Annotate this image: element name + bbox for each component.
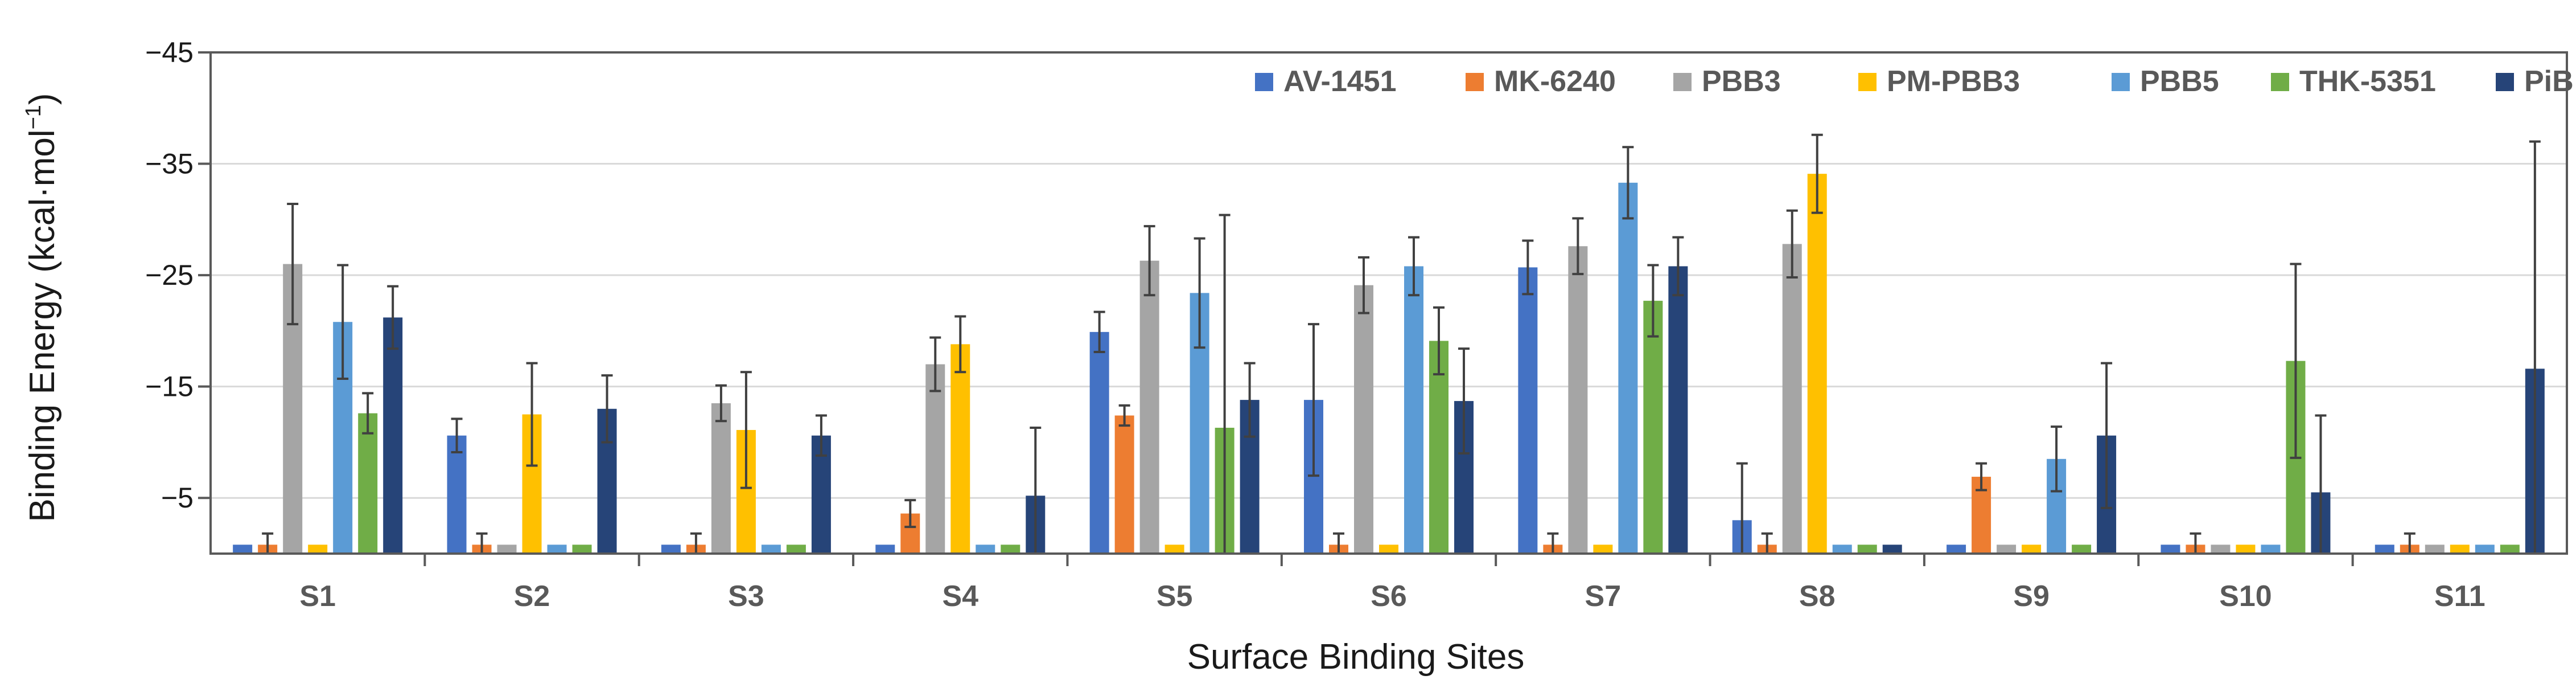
y-tick-label: −45 <box>145 36 194 68</box>
x-category-label: S4 <box>942 580 978 613</box>
y-axis-title: Binding Energy (kcal·mol−1) <box>22 93 62 522</box>
bar-pbb3-s11 <box>2425 544 2445 554</box>
bar-pbb3-s4 <box>925 364 945 554</box>
axes: −5 −15 −25 −35 −45 S1 S2 S3 S4 S5 S6 S7 S8 S9 S10 S11 <box>145 36 2567 613</box>
plot-frame <box>209 51 2568 555</box>
bar-pbb3-s6 <box>1354 285 1373 554</box>
bar-pib-s8 <box>1882 544 1902 554</box>
bar-av-1451-s11 <box>2375 544 2394 554</box>
bar-av-1451-s7 <box>1518 267 1538 554</box>
bar-pbb5-s7 <box>1618 182 1638 554</box>
gridlines <box>211 51 2567 499</box>
bar-pbb5-s8 <box>1832 544 1852 554</box>
bar-pbb3-s3 <box>711 403 731 554</box>
bar-pm-pbb3-s10 <box>2236 544 2256 554</box>
bar-pbb3-s7 <box>1568 246 1588 554</box>
bar-thk-5351-s11 <box>2500 544 2520 554</box>
bar-thk-5351-s1 <box>358 413 378 554</box>
bar-av-1451-s1 <box>233 544 253 554</box>
bar-pm-pbb3-s7 <box>1593 544 1613 554</box>
legend-swatch <box>1858 73 1877 91</box>
legend-label: PM-PBB3 <box>1887 65 2020 98</box>
legend-label: PBB5 <box>2140 65 2219 98</box>
bar-pm-pbb3-s5 <box>1164 544 1184 554</box>
bar-pbb3-s10 <box>2211 544 2231 554</box>
legend-swatch <box>1466 73 1484 91</box>
x-category-label: S7 <box>1585 580 1622 613</box>
y-axis-title-close: ) <box>23 93 62 105</box>
x-category-label: S3 <box>728 580 764 613</box>
y-tick-label: −15 <box>145 371 194 403</box>
bar-pib-s1 <box>383 317 403 554</box>
bar-pbb3-s9 <box>1997 544 2017 554</box>
legend-swatch <box>2496 73 2514 91</box>
legend-swatch <box>1673 73 1692 91</box>
x-axis-title: Surface Binding Sites <box>1187 637 1525 677</box>
y-tick-label: −35 <box>145 148 194 180</box>
bar-av-1451-s2 <box>447 435 467 554</box>
legend-label: PBB3 <box>1702 65 1781 98</box>
bar-thk-5351-s3 <box>786 544 806 554</box>
bar-pbb3-s5 <box>1139 260 1159 554</box>
bar-pib-s7 <box>1668 266 1688 554</box>
bar-av-1451-s10 <box>2161 544 2180 554</box>
legend-label: MK-6240 <box>1494 65 1616 98</box>
y-axis-title-superscript: −1 <box>22 105 46 129</box>
bar-thk-5351-s7 <box>1643 301 1663 554</box>
y-tick-label: −5 <box>161 482 194 514</box>
x-category-label: S5 <box>1157 580 1193 613</box>
bar-pm-pbb3-s1 <box>308 544 328 554</box>
bar-mk-6240-s5 <box>1114 415 1134 554</box>
x-category-label: S8 <box>1799 580 1836 613</box>
bar-pbb3-s8 <box>1782 244 1802 554</box>
bar-av-1451-s4 <box>875 544 895 554</box>
y-tick-label: −25 <box>145 259 194 291</box>
bar-av-1451-s9 <box>1947 544 1966 554</box>
x-category-label: S6 <box>1371 580 1407 613</box>
y-axis-title-main: Binding Energy (kcal·mol <box>23 129 62 522</box>
x-category-label: S1 <box>299 580 336 613</box>
legend-label: PiB <box>2524 65 2574 98</box>
bar-thk-5351-s9 <box>2072 544 2092 554</box>
legend-label: THK-5351 <box>2299 65 2436 98</box>
legend-swatch <box>2112 73 2130 91</box>
bar-thk-5351-s8 <box>1857 544 1877 554</box>
bar-pm-pbb3-s9 <box>2022 544 2042 554</box>
bar-pm-pbb3-s4 <box>950 344 970 554</box>
x-category-label: S9 <box>2013 580 2050 613</box>
bar-av-1451-s3 <box>661 544 681 554</box>
legend-swatch <box>1255 73 1273 91</box>
x-category-label: S10 <box>2219 580 2272 613</box>
bar-pm-pbb3-s11 <box>2450 544 2470 554</box>
bar-thk-5351-s2 <box>572 544 592 554</box>
bar-pbb5-s4 <box>976 544 995 554</box>
x-category-label: S2 <box>514 580 550 613</box>
bar-thk-5351-s4 <box>1001 544 1020 554</box>
bar-pbb5-s2 <box>547 544 567 554</box>
legend: AV-1451 MK-6240 PBB3 PM-PBB3 PBB5 THK-5351 PiB <box>1255 65 2574 98</box>
x-category-label: S11 <box>2434 580 2486 613</box>
bar-pm-pbb3-s8 <box>1807 174 1827 554</box>
bar-pbb5-s11 <box>2475 544 2495 554</box>
bar-pbb5-s3 <box>761 544 781 554</box>
bar-pbb3-s2 <box>497 544 517 554</box>
bar-pm-pbb3-s6 <box>1379 544 1398 554</box>
bar-pbb5-s6 <box>1404 266 1423 554</box>
bar-pbb5-s10 <box>2261 544 2281 554</box>
legend-swatch <box>2271 73 2289 91</box>
bar-series <box>233 174 2545 554</box>
bar-av-1451-s5 <box>1089 331 1109 554</box>
bar-thk-5351-s6 <box>1429 341 1449 554</box>
legend-label: AV-1451 <box>1283 65 1397 98</box>
